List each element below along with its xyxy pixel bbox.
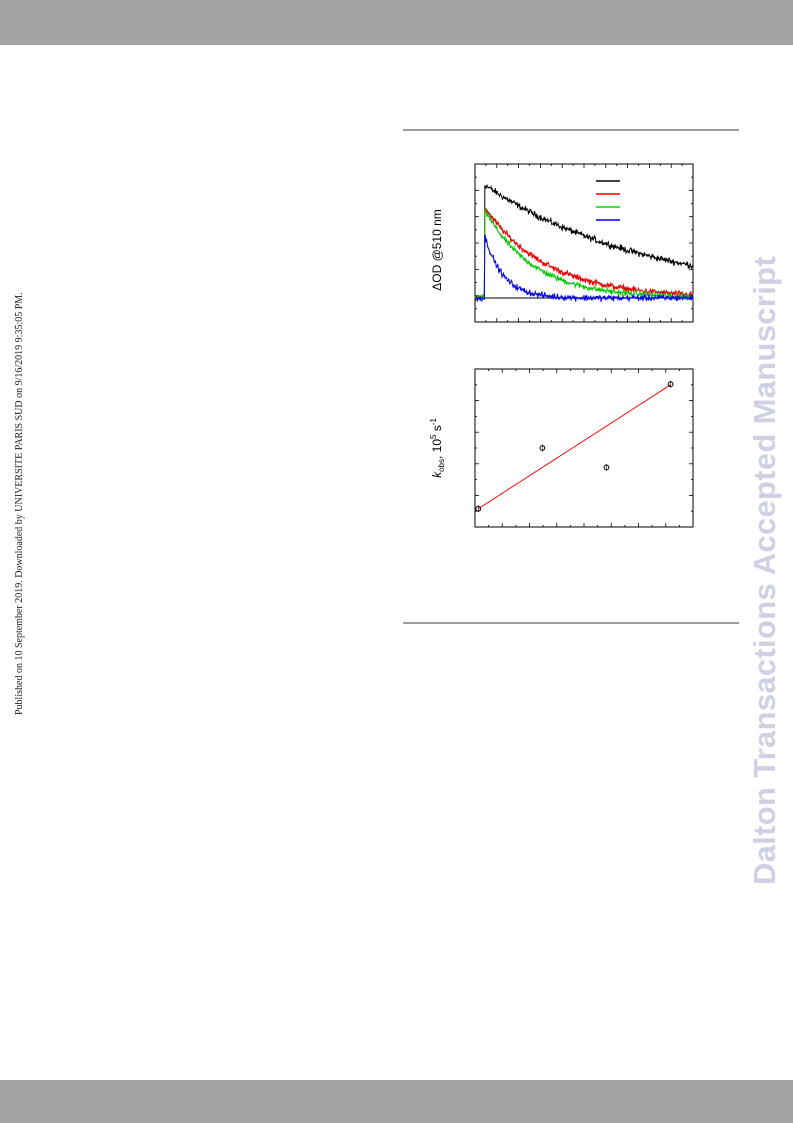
decay-fit-curve [484, 207, 694, 296]
bottom-plot-frame [474, 368, 694, 528]
bottom-plot-ticks [474, 368, 694, 528]
top-plot-traces [474, 183, 694, 303]
decay-trace [474, 183, 694, 301]
bottom-banner [0, 1080, 793, 1123]
decay-fit-curve [484, 209, 694, 298]
top-plot-ticks [474, 163, 694, 323]
bottom-plot-fit-line [477, 384, 671, 510]
figure-bottom-rule [403, 622, 739, 624]
decay-trace [474, 207, 694, 302]
bottom-plot-points [475, 380, 674, 513]
figure-top-rule [403, 129, 739, 131]
decay-trace [474, 234, 694, 303]
bottom-plot-ylabel: kobs, 105 s-1 [429, 418, 446, 478]
top-plot-ylabel: ΔOD @510 nm [430, 209, 444, 291]
linear-fit [477, 384, 671, 510]
decay-fit-curve [484, 235, 693, 299]
top-plot-legend [596, 180, 620, 221]
top-banner [0, 0, 793, 45]
